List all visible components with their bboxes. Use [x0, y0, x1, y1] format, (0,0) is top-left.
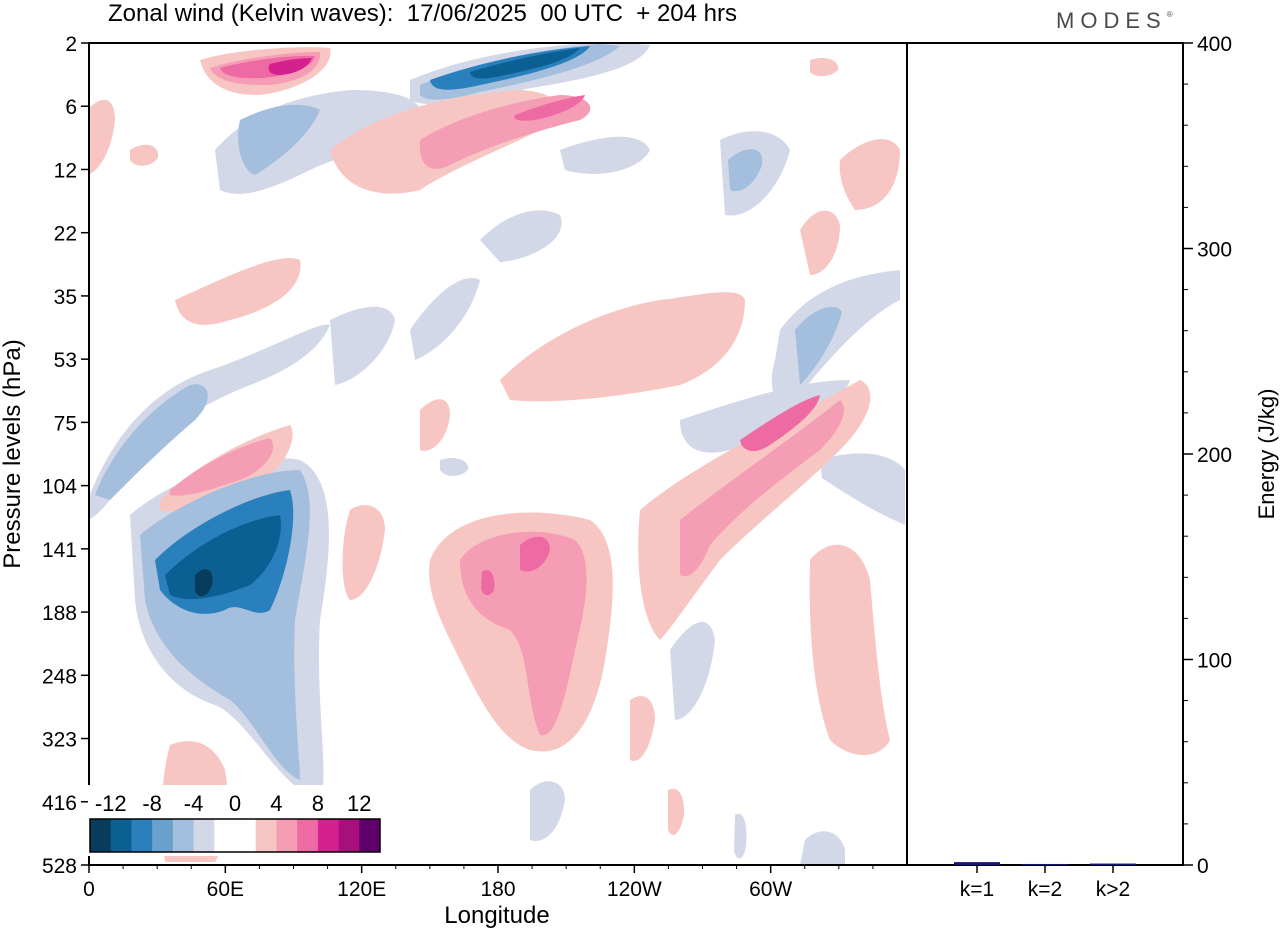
energy-bar	[1090, 863, 1136, 865]
pressure-axis: 2 6 12 22 35 53 75 104 141 188 248 323 416 528	[42, 33, 89, 878]
y-tick-label: 188	[42, 602, 77, 625]
x-tick-label: 120E	[337, 878, 386, 901]
energy-tick-label: 0	[1197, 855, 1209, 878]
y-tick-label: 416	[42, 792, 77, 815]
colorbar-swatch	[276, 819, 298, 852]
y-tick-label: 141	[42, 539, 77, 562]
colorbar-swatch	[359, 819, 381, 852]
y-tick-label: 22	[54, 223, 77, 246]
longitude-axis: 0 60E 120E 180 120W 60W	[83, 865, 874, 901]
y-tick-label: 528	[42, 855, 77, 878]
y-tick-label: 53	[54, 349, 77, 372]
colorbar-label: 8	[312, 791, 324, 816]
bar-category-label: k=1	[960, 878, 994, 901]
energy-tick-label: 200	[1197, 444, 1232, 467]
colorbar-swatch	[110, 819, 132, 852]
y-tick-label: 104	[42, 476, 77, 499]
energy-axis: 0 100 200 300 400	[1183, 33, 1232, 878]
x-tick-label: 180	[480, 878, 515, 901]
energy-tick-label: 300	[1197, 239, 1232, 262]
energy-plot-frame	[906, 42, 1184, 866]
colorbar-swatch	[193, 819, 215, 852]
positive-contours-very-strong	[268, 58, 312, 75]
y-tick-label: 6	[65, 96, 77, 119]
colorbar-swatch	[255, 819, 277, 852]
bar-category-label: k=2	[1028, 878, 1062, 901]
colorbar-swatch	[214, 819, 236, 852]
colorbar-swatch	[235, 819, 257, 852]
x-axis-label: Longitude	[444, 902, 549, 929]
negative-contours-extreme	[195, 569, 213, 597]
colorbar-label: 0	[229, 791, 241, 816]
energy-bars: k=1 k=2 k>2	[954, 862, 1136, 901]
colorbar-label: -8	[142, 791, 162, 816]
y-tick-label: 2	[65, 33, 77, 56]
colorbar-swatch	[152, 819, 174, 852]
y-axis-label: Pressure levels (hPa)	[0, 339, 26, 568]
colorbar-frame	[89, 818, 381, 853]
colorbar-label: -12	[95, 791, 127, 816]
y-tick-label: 323	[42, 729, 77, 752]
x-tick-label: 120W	[607, 878, 662, 901]
modes-logo-text: MODES	[1056, 8, 1167, 33]
colorbar-swatch	[317, 819, 339, 852]
energy-bar	[1022, 863, 1068, 865]
colorbar-swatch	[172, 819, 194, 852]
modes-logo: MODES®	[1056, 8, 1173, 34]
y-tick-label: 12	[54, 159, 77, 182]
colorbar-swatch	[338, 819, 360, 852]
y-tick-label: 75	[54, 412, 77, 435]
colorbar-swatch	[90, 819, 112, 852]
energy-bar	[954, 862, 1000, 865]
colorbar-label: 4	[270, 791, 282, 816]
chart-title: Zonal wind (Kelvin waves): 17/06/2025 00…	[108, 0, 737, 27]
y-tick-label: 248	[42, 665, 77, 688]
x-tick-label: 60W	[749, 878, 792, 901]
wind-field	[89, 43, 905, 865]
energy-tick-label: 100	[1197, 650, 1232, 673]
colorbar-label: -4	[184, 791, 204, 816]
colorbar-swatch	[297, 819, 319, 852]
bar-category-label: k>2	[1096, 878, 1130, 901]
energy-axis-label: Energy (J/kg)	[1254, 389, 1279, 520]
y-tick-label: 35	[54, 286, 77, 309]
x-tick-label: 60E	[207, 878, 244, 901]
colorbar-label: 12	[347, 791, 371, 816]
negative-contours-very-strong	[165, 48, 580, 600]
colorbar: -12 -8 -4 0 4 8 12	[88, 785, 382, 856]
registered-mark: ®	[1166, 10, 1173, 19]
energy-tick-label: 400	[1197, 33, 1232, 56]
x-tick-label: 0	[83, 878, 95, 901]
colorbar-swatch	[131, 819, 153, 852]
